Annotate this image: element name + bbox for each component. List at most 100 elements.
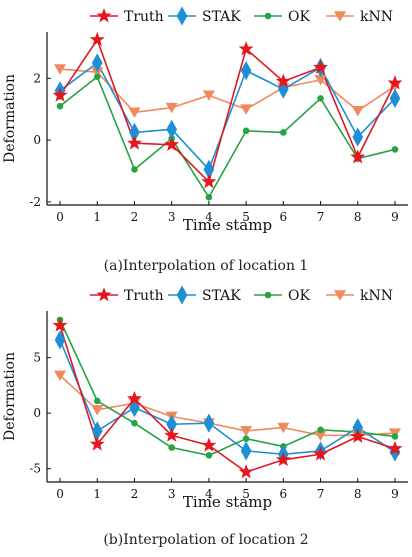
x-tick-label: 7 [317, 487, 325, 501]
point-ok [56, 102, 64, 110]
point-truth [275, 73, 291, 88]
point-stak [240, 441, 252, 461]
y-tick-label: 2 [33, 71, 41, 85]
legend-marker-truth [96, 8, 112, 23]
x-tick-label: 2 [131, 487, 139, 501]
y-axis-label: Deformation [2, 74, 18, 163]
legend-label-knn: kNN [360, 9, 393, 25]
point-knn [165, 102, 178, 114]
point-stak [91, 53, 103, 73]
series-line-stak [59, 62, 396, 171]
point-knn [91, 405, 104, 416]
point-truth [238, 464, 254, 479]
y-axis-label: Deformation [2, 352, 18, 441]
x-tick-label: 1 [93, 487, 101, 501]
legend-label-ok: OK [288, 9, 310, 25]
x-tick-label: 9 [391, 210, 399, 224]
series-line-knn [59, 374, 396, 437]
point-truth [350, 428, 366, 443]
point-ok [93, 397, 101, 405]
point-ok [205, 193, 213, 201]
point-ok [131, 419, 138, 427]
x-tick-label: 6 [280, 487, 288, 501]
legend-marker-ok [264, 12, 272, 20]
point-ok [93, 73, 101, 81]
y-tick-label: 5 [33, 351, 41, 365]
point-truth [164, 136, 180, 152]
legend-label-stak: STAK [202, 9, 241, 25]
point-truth [238, 41, 254, 56]
legend-label-stak: STAK [202, 288, 241, 304]
point-knn [128, 107, 141, 118]
legend-marker-knn [333, 11, 347, 22]
point-knn [54, 64, 67, 75]
chart-panel-1: -2 0 2 0 1 2 3 4 5 6 7 8 9 Time stamp Deformation Truth… [2, 6, 408, 234]
point-truth [126, 390, 142, 406]
point-truth [201, 437, 217, 452]
x-tick-label: 1 [93, 210, 101, 224]
point-truth [164, 427, 180, 442]
point-truth [275, 451, 291, 467]
x-tick-label: 9 [391, 487, 399, 501]
y-tick-label: -5 [29, 462, 41, 476]
point-truth [52, 87, 68, 102]
point-ok [391, 146, 399, 153]
x-tick-label: 8 [354, 487, 362, 501]
point-knn [202, 90, 215, 101]
x-tick-label: 5 [242, 487, 250, 501]
caption-location-2: (b)Interpolation of location 2 [103, 532, 309, 548]
point-knn [277, 422, 290, 434]
x-tick-label: 0 [56, 210, 64, 224]
legend-marker-stak [176, 6, 188, 26]
point-ok [280, 129, 287, 136]
y-tick-label: 0 [33, 406, 41, 420]
point-truth [126, 135, 142, 150]
x-tick-label: 5 [242, 210, 250, 224]
point-stak [166, 119, 178, 139]
point-ok [205, 452, 213, 459]
point-truth [89, 31, 105, 47]
series-line-ok [59, 319, 396, 457]
point-ok [131, 166, 138, 173]
caption-location-1: (a)Interpolation of location 1 [103, 258, 309, 274]
point-stak [389, 88, 401, 109]
point-knn [240, 426, 253, 437]
x-tick-label: 8 [354, 210, 362, 224]
point-ok [242, 127, 250, 135]
legend-label-ok: OK [288, 288, 310, 304]
point-ok [317, 426, 324, 434]
legend-label-truth: Truth [124, 9, 164, 25]
point-truth [89, 436, 105, 451]
series-line-truth [59, 38, 396, 183]
x-tick-label: 3 [168, 210, 176, 224]
point-truth [350, 149, 366, 164]
x-axis-label: Time stamp [183, 216, 272, 234]
x-tick-label: 4 [205, 487, 213, 501]
y-tick-label: -2 [29, 195, 41, 209]
point-truth [52, 317, 68, 332]
legend-marker-stak [176, 285, 188, 305]
series-line-truth [59, 325, 396, 473]
x-tick-label: 0 [56, 487, 64, 501]
legend-label-truth: Truth [124, 288, 164, 304]
x-tick-label: 2 [131, 210, 139, 224]
point-knn [240, 104, 253, 115]
x-tick-label: 3 [168, 487, 176, 501]
y-tick-label: 0 [33, 133, 41, 147]
point-ok [168, 444, 175, 451]
legend: Truth STAK OK kNN [90, 6, 393, 26]
x-tick-label: 4 [205, 210, 213, 224]
point-ok [242, 435, 250, 442]
point-truth [313, 446, 329, 461]
legend-marker-knn [333, 290, 347, 301]
point-truth [313, 59, 329, 74]
series-line-stak [59, 339, 396, 456]
point-truth [387, 440, 403, 456]
point-truth [201, 173, 217, 189]
point-ok [391, 433, 399, 440]
point-knn [351, 105, 364, 117]
point-stak [203, 413, 215, 433]
point-stak [54, 330, 66, 350]
legend: Truth STAK OK kNN [90, 285, 393, 305]
